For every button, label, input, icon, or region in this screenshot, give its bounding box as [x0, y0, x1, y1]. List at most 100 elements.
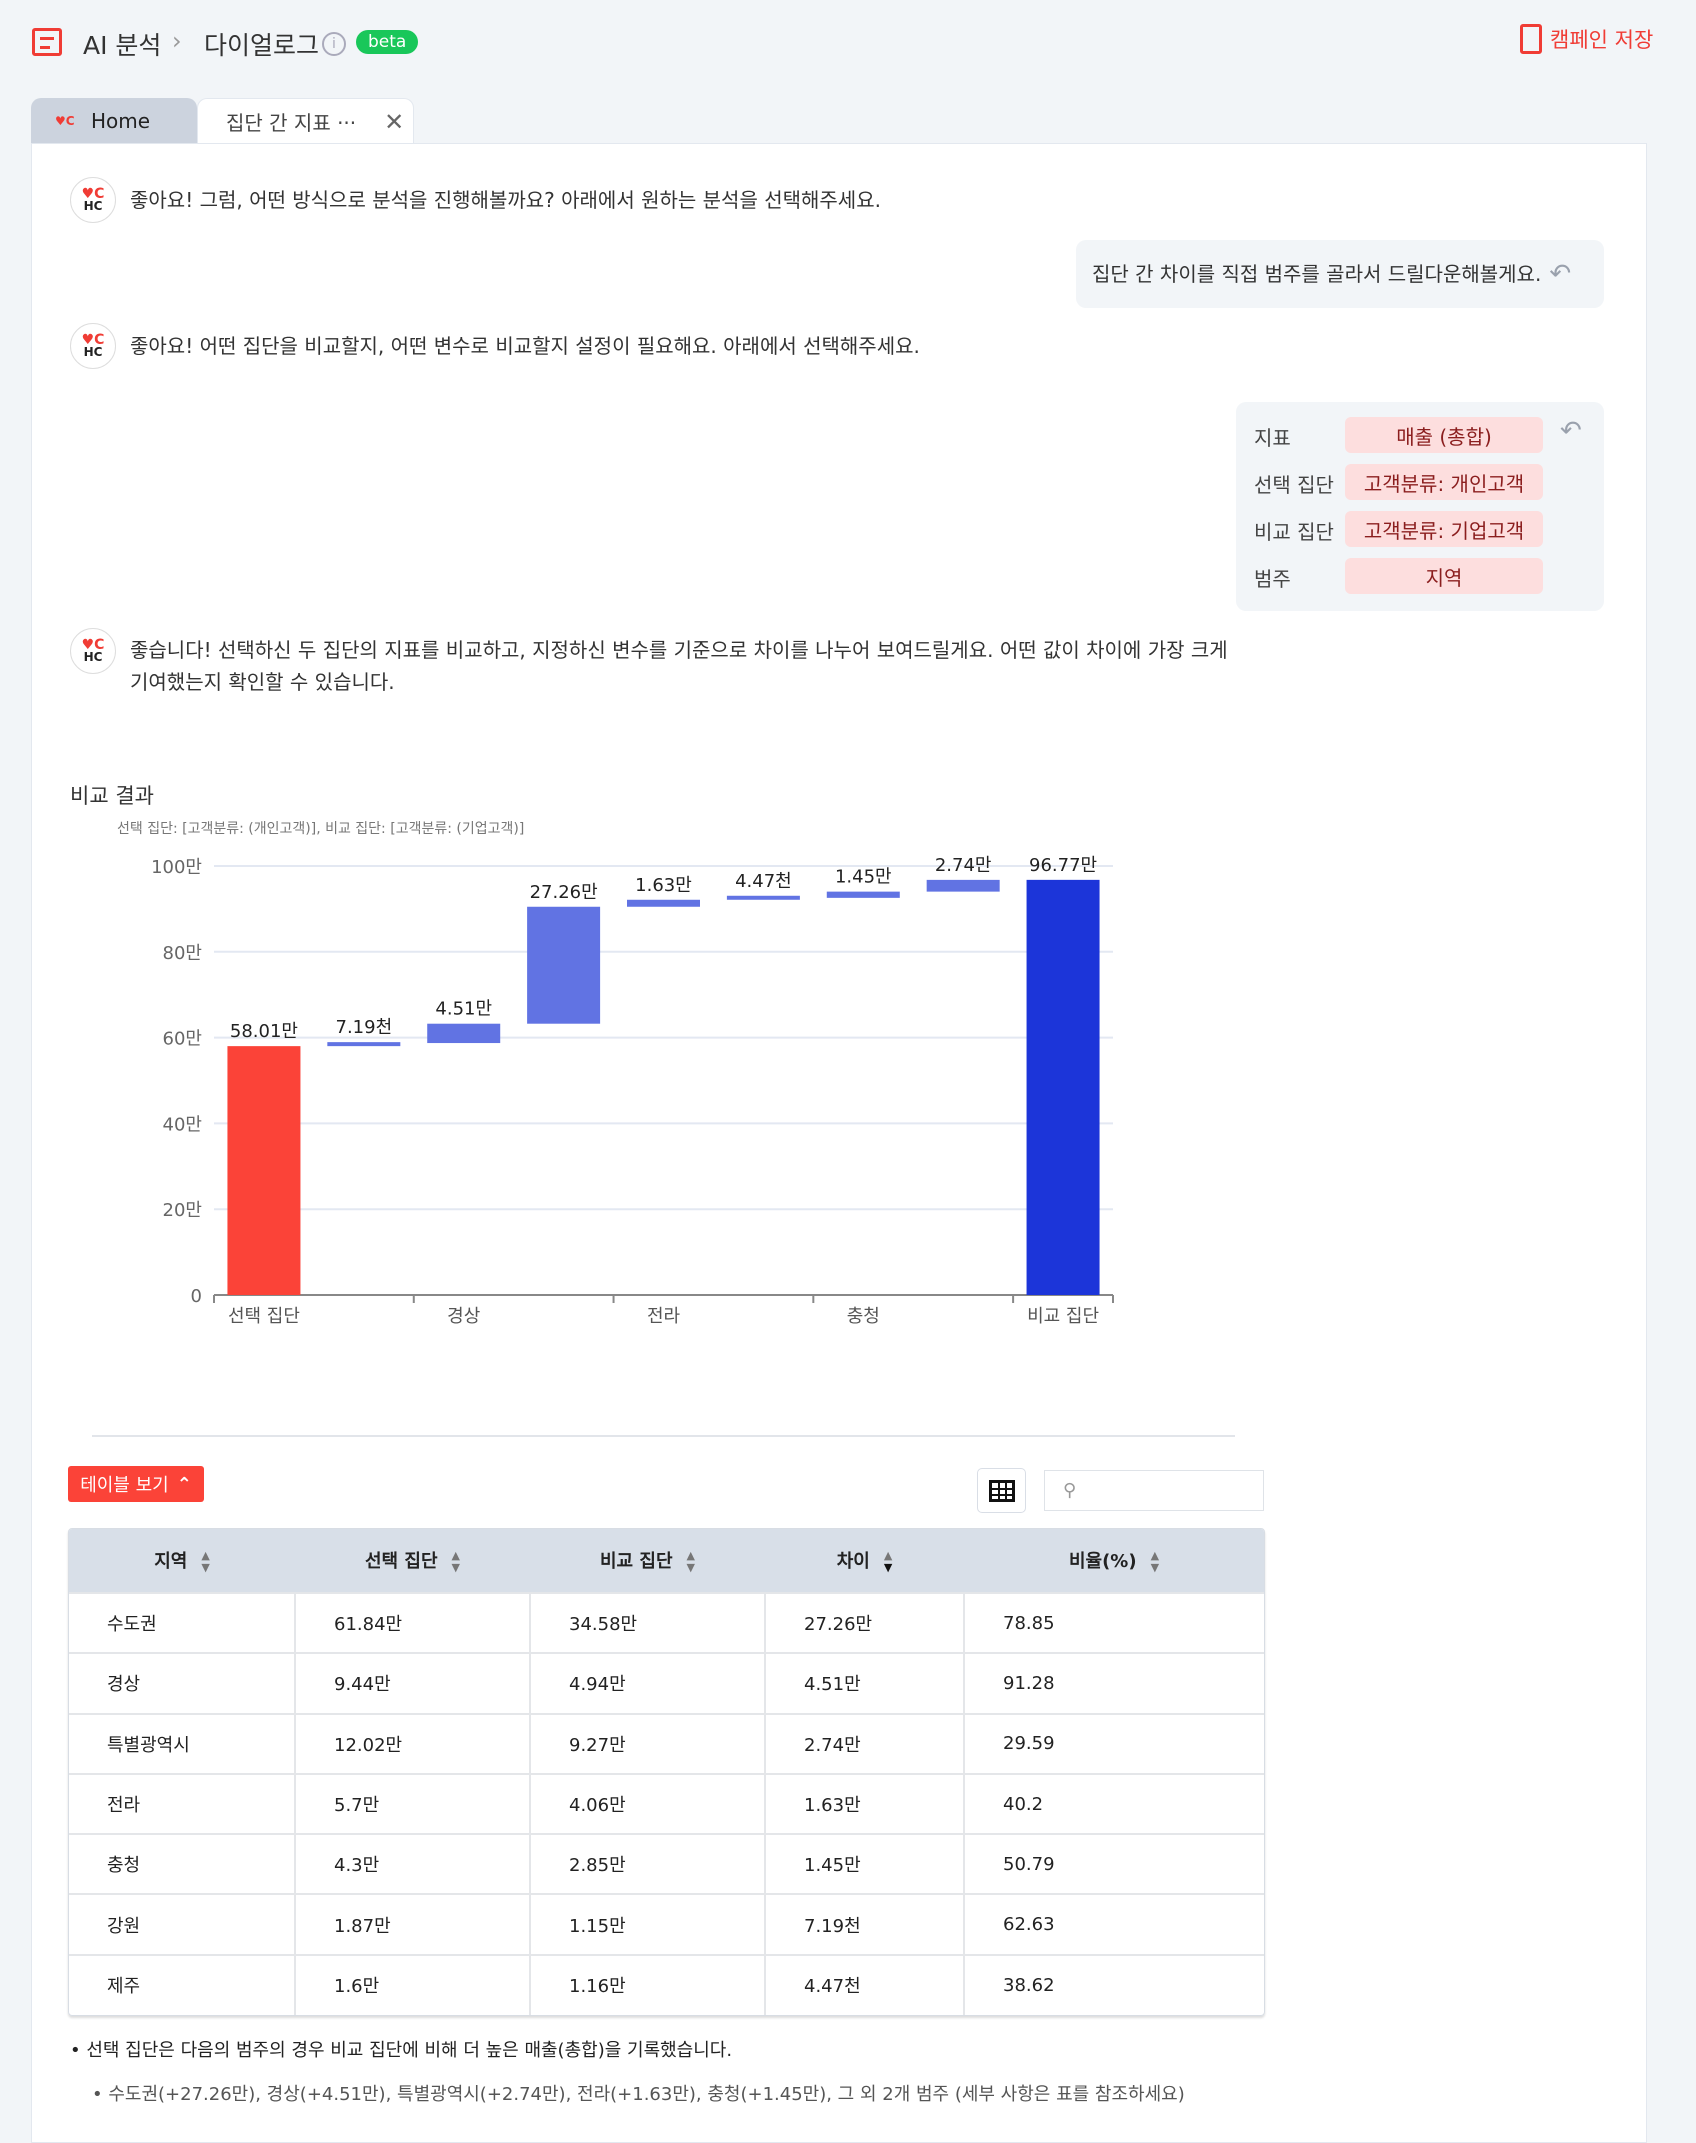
y-tick-label: 0 [191, 1286, 202, 1307]
table-cell: 강원 [69, 1893, 295, 1955]
bar-전라 [627, 899, 700, 907]
tab-home-label: Home [91, 109, 151, 133]
data-label: 58.01만 [230, 1021, 298, 1042]
bar-선택 집단 [227, 1046, 301, 1295]
table-toggle-button[interactable]: 테이블 보기 ⌃ [68, 1466, 204, 1502]
sort-icon[interactable]: ▲ ▼ [201, 1549, 210, 1574]
data-label: 1.63만 [635, 875, 692, 896]
assistant-message: 좋아요! 어떤 집단을 비교할지, 어떤 변수로 비교할지 설정이 필요해요. … [130, 334, 920, 358]
table-cell: 78.85 [963, 1591, 1264, 1654]
y-tick-label: 60만 [163, 1029, 202, 1050]
table-cell: 2.74만 [764, 1712, 964, 1774]
summary-sub-bullet: • 수도권(+27.26만), 경상(+4.51만), 특별광역시(+2.74만… [92, 2084, 1185, 2105]
tab-group-metric-label: 집단 간 지표 ··· [226, 111, 357, 135]
table-row: 강원 1.87만 1.15만 7.19천 62.63 [69, 1893, 1264, 1955]
x-tick-label: 경상 [447, 1306, 480, 1327]
bar-강원 [327, 1042, 401, 1047]
bar-제주 [726, 895, 800, 900]
metric-pill[interactable]: 매출 (총합) [1345, 417, 1543, 453]
column-label: 선택 집단 [365, 1551, 438, 1572]
table-cell: 1.6만 [294, 1953, 530, 2016]
search-input[interactable] [1084, 1481, 1245, 1500]
table-cell: 제주 [69, 1953, 295, 2016]
undo-icon[interactable]: ↶ [1560, 416, 1582, 446]
table-row: 충청 4.3만 2.85만 1.45만 50.79 [69, 1833, 1264, 1895]
assistant-avatar: ♥C HC [70, 628, 116, 674]
column-header[interactable]: 차이 ▲ ▼ [765, 1529, 964, 1593]
table-cell: 5.7만 [294, 1772, 530, 1835]
table-cell: 1.45만 [764, 1833, 964, 1895]
campaign-save-button[interactable]: 캠페인 저장 [1520, 24, 1653, 54]
x-tick-label: 충청 [847, 1306, 880, 1327]
breadcrumb-ai-analysis[interactable]: AI 분석 [83, 31, 162, 60]
setting-label: 범주 [1254, 567, 1291, 591]
data-label: 7.19천 [336, 1017, 393, 1038]
column-label: 차이 [836, 1551, 870, 1572]
grid-view-button[interactable] [977, 1468, 1026, 1513]
x-tick-label: 비교 집단 [1027, 1306, 1099, 1327]
column-label: 지역 [154, 1551, 188, 1572]
tab-group-metric[interactable]: 집단 간 지표 ··· ✕ [197, 98, 414, 144]
breadcrumb-dialog: 다이얼로그 [204, 31, 320, 60]
setting-label: 선택 집단 [1254, 473, 1334, 497]
table-cell: 1.15만 [529, 1893, 765, 1955]
table-cell: 62.63 [963, 1893, 1264, 1955]
table-row: 경상 9.44만 4.94만 4.51만 91.28 [69, 1652, 1264, 1714]
summary-text: 선택 집단은 다음의 범주의 경우 비교 집단에 비해 더 높은 매출(총합)을… [86, 2040, 733, 2061]
campaign-save-label: 캠페인 저장 [1550, 28, 1654, 52]
sort-icon[interactable]: ▲ ▼ [686, 1549, 695, 1574]
table-cell: 수도권 [69, 1591, 295, 1654]
assistant-message: 좋아요! 그럼, 어떤 방식으로 분석을 진행해볼까요? 아래에서 원하는 분석… [130, 188, 881, 212]
table-cell: 전라 [69, 1772, 295, 1835]
undo-icon[interactable]: ↶ [1549, 259, 1572, 289]
sort-icon[interactable]: ▲ ▼ [883, 1549, 893, 1574]
y-tick-label: 40만 [163, 1114, 202, 1135]
document-icon [1520, 24, 1542, 54]
selected-group-pill[interactable]: 고객분류: 개인고객 [1345, 464, 1543, 500]
table-search[interactable]: ⚲ [1044, 1470, 1264, 1511]
column-header[interactable]: 비교 집단 ▲ ▼ [530, 1529, 765, 1593]
close-icon[interactable]: ✕ [384, 107, 405, 136]
table-cell: 12.02만 [294, 1712, 530, 1774]
bar-비교 집단 [1026, 879, 1100, 1295]
summary-detail: 수도권(+27.26만), 경상(+4.51만), 특별광역시(+2.74만),… [108, 2084, 1185, 2105]
data-label: 4.47천 [735, 871, 792, 892]
table-cell: 특별광역시 [69, 1712, 295, 1774]
column-header[interactable]: 비율(%) ▲ ▼ [964, 1529, 1264, 1593]
table-cell: 40.2 [963, 1772, 1264, 1835]
x-tick-label: 전라 [647, 1306, 681, 1327]
table-cell: 1.63만 [764, 1772, 964, 1835]
assistant-message: 좋습니다! 선택하신 두 집단의 지표를 비교하고, 지정하신 변수를 기준으로… [130, 638, 1228, 662]
table-cell: 충청 [69, 1833, 295, 1895]
data-label: 4.51만 [435, 999, 492, 1020]
table-cell: 1.87만 [294, 1893, 530, 1955]
tab-home[interactable]: ♥C Home [31, 98, 197, 144]
compare-group-pill[interactable]: 고객분류: 기업고객 [1345, 511, 1543, 547]
table-row: 전라 5.7만 4.06만 1.63만 40.2 [69, 1772, 1264, 1835]
assistant-message: 기여했는지 확인할 수 있습니다. [130, 670, 395, 694]
column-header[interactable]: 지역 ▲ ▼ [69, 1529, 295, 1593]
x-tick-label: 선택 집단 [228, 1306, 300, 1327]
divider [92, 1435, 1235, 1437]
info-icon[interactable]: i [322, 32, 346, 56]
sort-icon[interactable]: ▲ ▼ [451, 1549, 460, 1574]
table-cell: 27.26만 [764, 1591, 964, 1654]
user-message: 집단 간 차이를 직접 범주를 골라서 드릴다운해볼게요. ↶ [1076, 240, 1604, 308]
data-label: 2.74만 [935, 855, 992, 876]
table-toggle-label: 테이블 보기 [80, 1475, 169, 1496]
hc-logo-icon: ♥C [55, 114, 75, 128]
table-cell: 9.44만 [294, 1652, 530, 1714]
bar-수도권 [527, 906, 601, 1024]
y-tick-label: 20만 [163, 1200, 202, 1221]
column-header[interactable]: 선택 집단 ▲ ▼ [295, 1529, 530, 1593]
category-pill[interactable]: 지역 [1345, 558, 1543, 594]
table-cell: 경상 [69, 1652, 295, 1714]
table-row: 제주 1.6만 1.16만 4.47천 38.62 [69, 1953, 1264, 2016]
chart-title: 비교 결과 [70, 784, 154, 808]
chevron-up-icon: ⌃ [176, 1473, 192, 1495]
table-cell: 9.27만 [529, 1712, 765, 1774]
bar-충청 [826, 891, 900, 898]
waterfall-chart: 0 20만 40만 60만 80만 100만 58.01만 7.19천 4.51만 27.26만 1… [151, 855, 1114, 1327]
search-icon: ⚲ [1063, 1480, 1077, 1501]
sort-icon[interactable]: ▲ ▼ [1150, 1549, 1160, 1574]
